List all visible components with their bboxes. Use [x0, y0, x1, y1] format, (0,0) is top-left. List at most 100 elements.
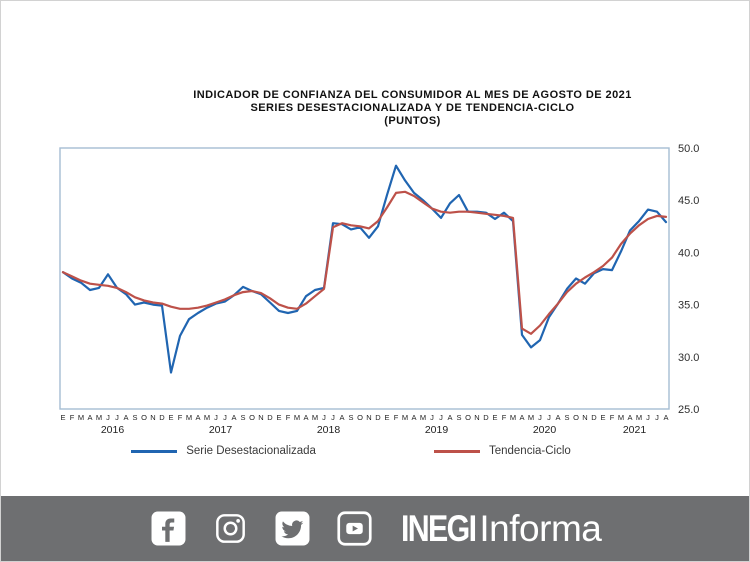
month-tick-label: M: [402, 413, 408, 422]
month-tick-label: J: [439, 413, 443, 422]
month-tick-label: E: [60, 413, 65, 422]
month-tick-label: S: [456, 413, 461, 422]
footer-social-bar: INEGI Informa: [1, 496, 749, 561]
legend-label-desestacionalizada: Serie Desestacionalizada: [186, 445, 316, 457]
month-tick-label: M: [420, 413, 426, 422]
month-tick-label: A: [123, 413, 128, 422]
year-tick-label: 2021: [623, 424, 647, 436]
month-tick-label: M: [528, 413, 534, 422]
month-tick-label: J: [214, 413, 218, 422]
month-tick-label: J: [223, 413, 227, 422]
month-tick-label: M: [618, 413, 624, 422]
series-line-tendencia-ciclo: [61, 190, 668, 335]
month-tick-label: E: [168, 413, 173, 422]
month-tick-label: J: [538, 413, 542, 422]
month-tick-label: D: [267, 413, 273, 422]
y-tick-label: 30.0: [678, 352, 699, 364]
month-tick-label: N: [150, 413, 155, 422]
month-tick-label: O: [465, 413, 471, 422]
chart-title: INDICADOR DE CONFIANZA DEL CONSUMIDOR AL…: [86, 89, 739, 128]
series-line-desestacionalizada: [61, 164, 668, 374]
year-tick-label: 2019: [425, 424, 449, 436]
month-tick-label: J: [106, 413, 110, 422]
chart-title-line3: (PUNTOS): [384, 115, 441, 127]
inegi-wordmark: INEGI: [400, 507, 477, 549]
youtube-icon[interactable]: [337, 511, 372, 546]
month-tick-label: N: [474, 413, 479, 422]
month-tick-label: S: [132, 413, 137, 422]
month-tick-label: O: [573, 413, 579, 422]
month-tick-label: A: [447, 413, 452, 422]
month-tick-label: F: [394, 413, 399, 422]
month-tick-label: S: [564, 413, 569, 422]
month-tick-label: N: [366, 413, 371, 422]
month-tick-label: A: [231, 413, 236, 422]
month-tick-label: M: [312, 413, 318, 422]
inegi-informa-logo: INEGI Informa: [401, 508, 602, 550]
month-tick-label: A: [411, 413, 416, 422]
month-tick-label: A: [627, 413, 632, 422]
month-tick-label: A: [339, 413, 344, 422]
month-tick-label: E: [492, 413, 497, 422]
month-tick-label: F: [286, 413, 291, 422]
y-tick-label: 25.0: [678, 404, 699, 416]
y-tick-label: 50.0: [678, 143, 699, 155]
month-tick-label: N: [258, 413, 263, 422]
plot-area: [59, 147, 670, 410]
month-tick-label: M: [294, 413, 300, 422]
instagram-icon[interactable]: [213, 511, 248, 546]
month-tick-label: D: [483, 413, 489, 422]
year-tick-label: 2017: [209, 424, 233, 436]
twitter-icon[interactable]: [275, 511, 310, 546]
month-tick-label: M: [636, 413, 642, 422]
month-tick-label: J: [646, 413, 650, 422]
legend-label-tendencia: Tendencia-Ciclo: [488, 445, 571, 457]
month-tick-label: N: [582, 413, 587, 422]
month-tick-label: F: [70, 413, 75, 422]
month-tick-label: M: [186, 413, 192, 422]
month-tick-label: E: [384, 413, 389, 422]
year-tick-label: 2016: [101, 424, 125, 436]
chart-title-line2: SERIES DESESTACIONALIZADA Y DE TENDENCIA…: [250, 102, 575, 114]
month-tick-label: F: [610, 413, 615, 422]
month-tick-label: M: [510, 413, 516, 422]
y-tick-label: 45.0: [678, 195, 699, 207]
month-tick-label: J: [322, 413, 326, 422]
legend-item-desestacionalizada: Serie Desestacionalizada: [131, 445, 316, 457]
month-tick-label: J: [115, 413, 119, 422]
month-tick-label: D: [591, 413, 597, 422]
year-tick-label: 2020: [533, 424, 557, 436]
month-tick-label: A: [195, 413, 200, 422]
month-tick-label: S: [240, 413, 245, 422]
facebook-icon[interactable]: [151, 511, 186, 546]
month-tick-label: A: [303, 413, 308, 422]
month-tick-label: A: [87, 413, 92, 422]
y-axis-labels: 50.0 45.0 40.0 35.0 30.0 25.0: [678, 143, 699, 416]
month-tick-label: F: [178, 413, 183, 422]
month-tick-label: M: [78, 413, 84, 422]
informa-wordmark: Informa: [479, 507, 602, 549]
month-tick-label: S: [348, 413, 353, 422]
y-tick-label: 40.0: [678, 247, 699, 259]
legend-line-red: [433, 449, 480, 453]
month-tick-label: J: [655, 413, 659, 422]
month-tick-label: J: [331, 413, 335, 422]
x-axis-year-labels: 2016 2017 2018 2019 2020 2021: [101, 424, 647, 436]
month-tick-label: D: [375, 413, 381, 422]
chart-legend: Serie Desestacionalizada Tendencia-Ciclo: [31, 445, 671, 457]
month-tick-label: J: [430, 413, 434, 422]
y-tick-label: 35.0: [678, 300, 699, 312]
month-tick-label: A: [663, 413, 668, 422]
month-tick-label: O: [357, 413, 363, 422]
legend-line-blue: [131, 449, 178, 453]
month-tick-label: A: [519, 413, 524, 422]
year-tick-label: 2018: [317, 424, 341, 436]
month-tick-label: O: [141, 413, 147, 422]
legend-item-tendencia: Tendencia-Ciclo: [433, 445, 571, 457]
series-lines: [61, 164, 668, 374]
month-tick-label: D: [159, 413, 165, 422]
month-tick-label: E: [276, 413, 281, 422]
